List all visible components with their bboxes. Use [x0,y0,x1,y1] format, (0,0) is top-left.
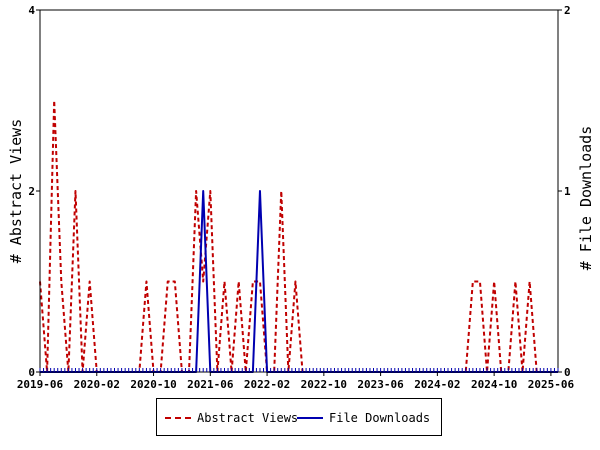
series-layer [39,99,558,373]
x-tick-label: 2024-10 [471,378,517,391]
y-axis-left: 0 2 4 [28,4,40,379]
x-tick-label: 2023-06 [357,378,404,391]
legend: Abstract Views File Downloads [156,398,442,436]
series-line-file-downloads [40,190,558,373]
x-tick-label: 2020-02 [74,378,120,391]
y2-tick-label: 0 [564,366,571,379]
x-tick-label: 2022-10 [301,378,347,391]
x-tick-label: 2025-06 [528,378,575,391]
legend-item-file-downloads: File Downloads [297,411,430,425]
x-axis: 2019-06 2020-02 2020-10 2021-06 2022-02 2022-… [17,368,575,391]
y-axis-right-title: # File Downloads [577,126,595,271]
y2-tick-label: 1 [564,185,571,198]
plot-frame [39,9,559,373]
x-tick-label: 2022-02 [244,378,290,391]
y-axis-left-title: # Abstract Views [7,119,25,264]
series-line-abstract-views [39,99,558,373]
y-axis-right: 0 1 2 [558,4,571,379]
legend-swatch-abstract-views [165,417,191,419]
legend-label-file-downloads: File Downloads [329,411,431,425]
x-tick-label: 2019-06 [17,378,64,391]
x-tick-label: 2024-02 [414,378,460,391]
legend-label-abstract-views: Abstract Views [197,411,299,425]
y-tick-label: 2 [28,185,35,198]
y2-tick-label: 2 [564,4,571,17]
y-tick-label: 0 [28,366,35,379]
x-tick-label: 2020-10 [130,378,176,391]
legend-item-abstract-views: Abstract Views [165,411,298,425]
legend-swatch-file-downloads [297,417,323,419]
x-tick-label: 2021-06 [187,378,234,391]
y-tick-label: 4 [28,4,35,17]
